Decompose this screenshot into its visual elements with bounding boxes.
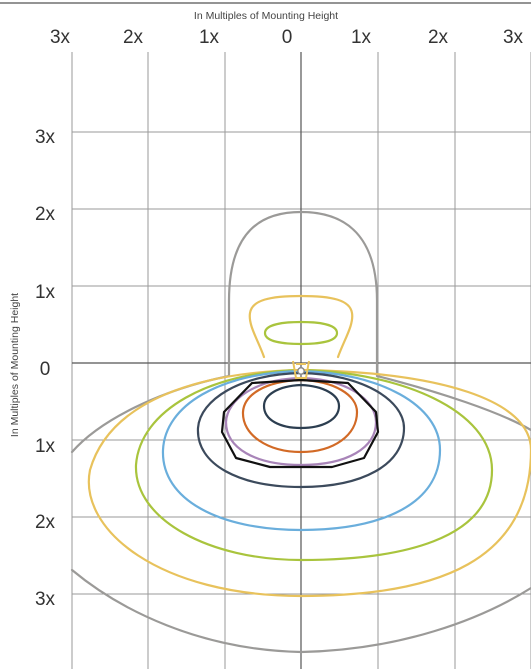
x-tick-labels: 3x 2x 1x 0 1x 2x 3x bbox=[50, 27, 524, 48]
contour-dark-teal bbox=[262, 383, 341, 430]
fixture-marker bbox=[292, 360, 310, 379]
contour-green bbox=[134, 320, 494, 562]
contour-black bbox=[220, 378, 380, 469]
x-tick-label: 0 bbox=[282, 27, 293, 48]
contour-yellow bbox=[87, 294, 531, 598]
y-tick-label: 1x bbox=[35, 436, 56, 457]
x-tick-label: 1x bbox=[351, 27, 372, 48]
grid bbox=[71, 52, 531, 669]
x-tick-label: 1x bbox=[199, 27, 220, 48]
contours bbox=[70, 210, 531, 654]
contour-slate bbox=[196, 371, 406, 489]
y-tick-label: 1x bbox=[35, 282, 56, 303]
contour-orange bbox=[241, 378, 359, 454]
x-tick-label: 2x bbox=[123, 27, 144, 48]
fixture-center-icon bbox=[297, 367, 305, 375]
left-axis-title: In Multiples of Mounting Height bbox=[9, 293, 21, 437]
x-tick-label: 3x bbox=[503, 27, 524, 48]
y-tick-label: 2x bbox=[35, 512, 56, 533]
y-tick-label: 2x bbox=[35, 204, 56, 225]
x-tick-label: 3x bbox=[50, 27, 71, 48]
y-tick-label: 3x bbox=[35, 589, 56, 610]
y-tick-label: 0 bbox=[40, 359, 51, 380]
y-tick-labels: 3x 2x 1x 0 1x 2x 3x bbox=[35, 127, 56, 610]
top-axis-title: In Multiples of Mounting Height bbox=[194, 10, 338, 22]
x-tick-label: 2x bbox=[428, 27, 449, 48]
contour-blue bbox=[161, 369, 442, 532]
y-tick-label: 3x bbox=[35, 127, 56, 148]
